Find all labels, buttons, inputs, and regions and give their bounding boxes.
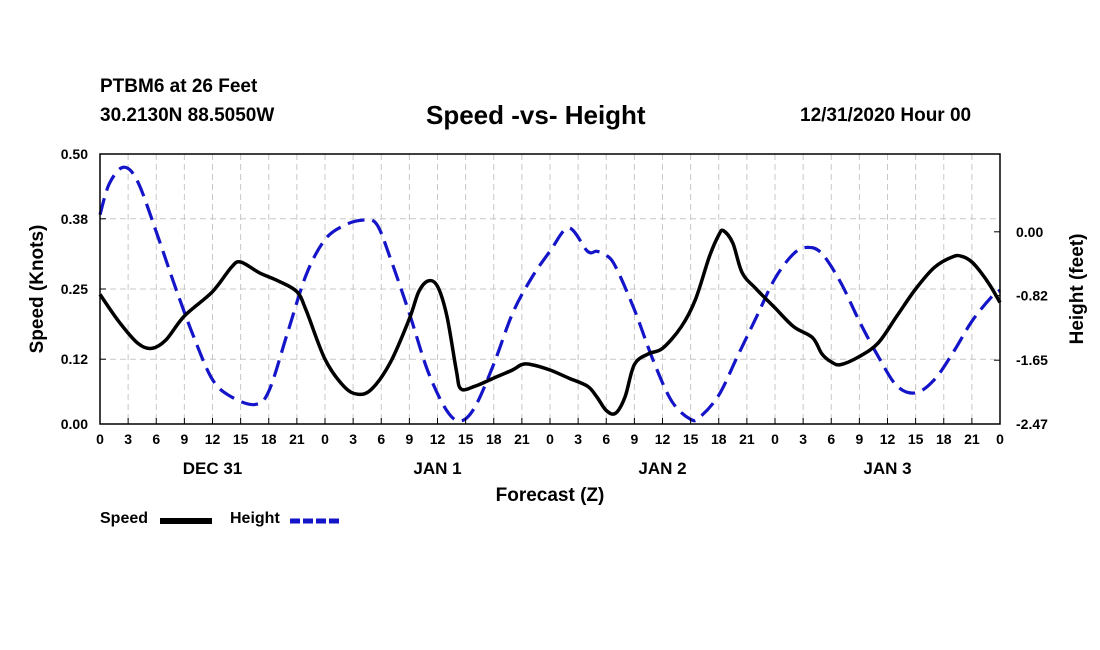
x-tick-label: 15 (908, 431, 924, 447)
y-right-tick-label: -2.47 (1016, 416, 1048, 432)
x-tick-label: 18 (261, 431, 277, 447)
x-tick-label: 9 (405, 431, 413, 447)
x-tick-label: 9 (630, 431, 638, 447)
y-left-tick-label: 0.38 (61, 211, 88, 227)
y-left-tick-label: 0.50 (61, 146, 88, 162)
day-label: JAN 1 (413, 459, 461, 478)
y-right-tick-label: -1.65 (1016, 352, 1048, 368)
y-left-tick-label: 0.00 (61, 416, 88, 432)
axes: 0 3 6 9 12 15 18 21 0 3 6 9 12 15 18 21 0 3 6 9 12 15 18 21 0 3 6 9… (61, 146, 1048, 478)
legend-height-label: Height (230, 510, 280, 527)
x-tick-label: 15 (458, 431, 474, 447)
legend-speed-label: Speed (100, 510, 149, 527)
x-tick-label: 18 (936, 431, 952, 447)
x-tick-label: 6 (602, 431, 610, 447)
y-axis-left-title: Speed (Knots) (27, 225, 48, 354)
x-tick-label: 3 (799, 431, 807, 447)
x-tick-label: 6 (827, 431, 835, 447)
x-tick-label: 3 (349, 431, 357, 447)
day-label: JAN 3 (863, 459, 911, 478)
x-tick-label: 12 (430, 431, 446, 447)
height-series-line (98, 165, 1002, 423)
x-tick-label: 15 (233, 431, 249, 447)
x-tick-label: 21 (739, 431, 755, 447)
x-tick-label: 12 (880, 431, 896, 447)
y-right-tick-label: 0.00 (1016, 224, 1043, 240)
plot-frame (99, 153, 1001, 425)
x-tick-label: 18 (486, 431, 502, 447)
y-right-tick-label: -0.82 (1016, 288, 1048, 304)
x-tick-label: 9 (855, 431, 863, 447)
y-left-tick-label: 0.25 (61, 281, 88, 297)
grid-lines (100, 154, 1000, 424)
x-tick-label: 9 (180, 431, 188, 447)
x-tick-label: 21 (514, 431, 530, 447)
day-label: JAN 2 (638, 459, 686, 478)
x-tick-label: 6 (377, 431, 385, 447)
x-tick-label: 12 (655, 431, 671, 447)
x-tick-label: 21 (289, 431, 305, 447)
axis-labels: Forecast (Z) Speed (Knots) Height (feet) (27, 225, 1088, 506)
x-tick-label: 0 (96, 431, 104, 447)
x-tick-label: 3 (574, 431, 582, 447)
forecast-datetime: 12/31/2020 Hour 00 (800, 105, 972, 126)
x-tick-label: 6 (152, 431, 160, 447)
series-layer (98, 165, 1002, 423)
x-tick-label: 0 (771, 431, 779, 447)
y-axis-right-title: Height (feet) (1067, 234, 1088, 345)
coordinates-label: 30.2130N 88.5050W (100, 105, 275, 126)
chart-title: Speed -vs- Height (426, 100, 646, 130)
x-axis-title: Forecast (Z) (496, 485, 605, 506)
station-label: PTBM6 at 26 Feet (100, 76, 258, 97)
x-tick-label: 12 (205, 431, 221, 447)
speed-series-line (98, 228, 1002, 416)
y-left-tick-label: 0.12 (61, 351, 88, 367)
x-tick-label: 0 (996, 431, 1004, 447)
x-tick-label: 3 (124, 431, 132, 447)
day-label: DEC 31 (183, 459, 243, 478)
x-tick-label: 15 (683, 431, 699, 447)
x-tick-label: 0 (546, 431, 554, 447)
x-tick-label: 21 (964, 431, 980, 447)
x-tick-label: 18 (711, 431, 727, 447)
x-tick-label: 0 (321, 431, 329, 447)
